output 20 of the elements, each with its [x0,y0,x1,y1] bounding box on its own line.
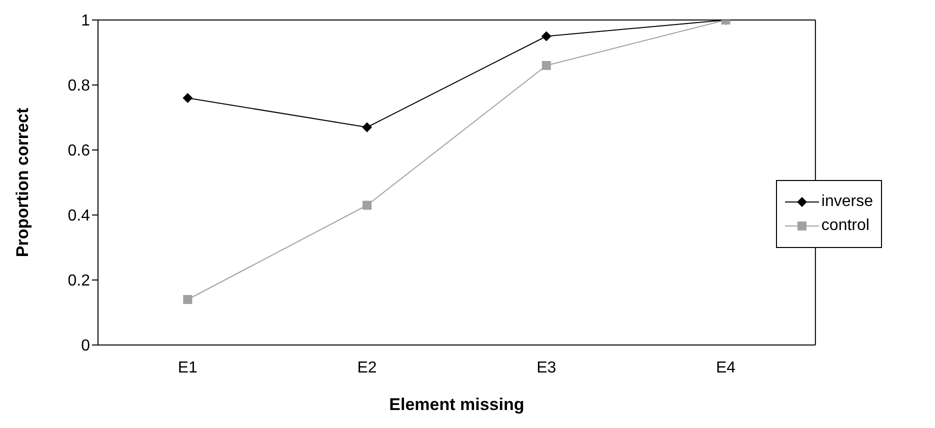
point [182,93,193,103]
y-tick-label: 1 [81,12,90,30]
point [183,295,192,304]
legend-label: inverse [821,193,873,211]
y-tick-label: 0.6 [68,142,90,160]
x-tick-label: E1 [178,359,198,376]
x-axis-title: Element missing [389,395,524,414]
x-tick-label: E4 [716,359,736,376]
point [542,61,551,70]
y-tick-label: 0.2 [68,272,90,290]
y-tick-label: 0 [81,338,90,355]
y-tick-label: 0.4 [68,208,90,225]
point [541,31,552,42]
point [362,200,372,210]
y-axis-title: Proportion correct [13,108,32,258]
y-tick-label: 0.8 [68,78,90,95]
point [362,122,372,132]
legend-label: control [821,217,870,235]
x-tick-label: E3 [536,359,556,376]
x-tick-label: E2 [357,359,377,376]
